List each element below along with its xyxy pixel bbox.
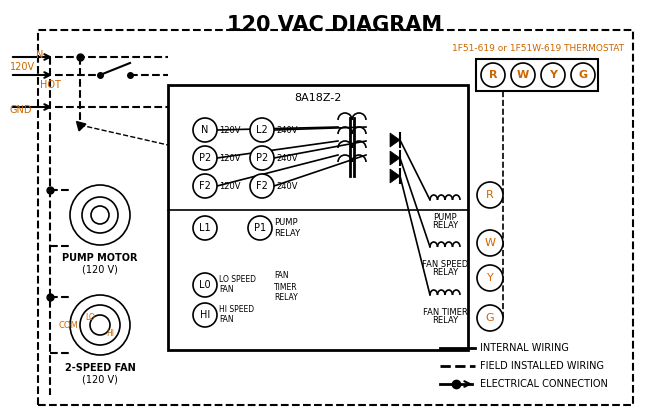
Text: ELECTRICAL CONNECTION: ELECTRICAL CONNECTION bbox=[480, 379, 608, 389]
Text: G: G bbox=[578, 70, 588, 80]
Text: RELAY: RELAY bbox=[274, 292, 297, 302]
Circle shape bbox=[193, 118, 217, 142]
Text: 240V: 240V bbox=[276, 153, 297, 163]
Text: L2: L2 bbox=[256, 125, 268, 135]
Text: W: W bbox=[517, 70, 529, 80]
Bar bbox=[476, 59, 598, 91]
Text: TIMER: TIMER bbox=[274, 282, 297, 292]
Text: PUMP: PUMP bbox=[433, 213, 457, 222]
Text: LO SPEED: LO SPEED bbox=[219, 274, 256, 284]
Text: 120V: 120V bbox=[219, 181, 241, 191]
Text: FAN: FAN bbox=[219, 285, 234, 295]
Circle shape bbox=[248, 216, 272, 240]
Text: PUMP: PUMP bbox=[274, 217, 297, 227]
Text: F2: F2 bbox=[199, 181, 211, 191]
Circle shape bbox=[250, 118, 274, 142]
Text: Y: Y bbox=[486, 273, 493, 283]
Text: RELAY: RELAY bbox=[432, 268, 458, 277]
Text: 120 VAC DIAGRAM: 120 VAC DIAGRAM bbox=[227, 15, 443, 35]
Text: HI: HI bbox=[106, 328, 114, 337]
Circle shape bbox=[477, 305, 503, 331]
Text: PUMP MOTOR: PUMP MOTOR bbox=[62, 253, 138, 263]
Circle shape bbox=[571, 63, 595, 87]
Text: R: R bbox=[488, 70, 497, 80]
Circle shape bbox=[82, 197, 118, 233]
Text: Y: Y bbox=[549, 70, 557, 80]
Text: GND: GND bbox=[10, 105, 33, 115]
Text: LO: LO bbox=[85, 313, 95, 321]
Text: 120V: 120V bbox=[219, 153, 241, 163]
Text: N: N bbox=[36, 50, 44, 60]
Text: N: N bbox=[201, 125, 208, 135]
Circle shape bbox=[511, 63, 535, 87]
Text: RELAY: RELAY bbox=[432, 221, 458, 230]
Text: R: R bbox=[486, 190, 494, 200]
Text: RELAY: RELAY bbox=[274, 228, 300, 238]
Circle shape bbox=[193, 216, 217, 240]
Text: L1: L1 bbox=[199, 223, 211, 233]
Text: HOT: HOT bbox=[40, 80, 60, 90]
Text: FAN SPEED: FAN SPEED bbox=[422, 260, 468, 269]
Circle shape bbox=[193, 174, 217, 198]
Circle shape bbox=[477, 265, 503, 291]
Text: COM: COM bbox=[58, 321, 78, 329]
Text: 8A18Z-2: 8A18Z-2 bbox=[294, 93, 342, 103]
Text: HI: HI bbox=[200, 310, 210, 320]
Text: (120 V): (120 V) bbox=[82, 374, 118, 384]
Text: HI SPEED: HI SPEED bbox=[219, 305, 254, 313]
Circle shape bbox=[80, 305, 120, 345]
Circle shape bbox=[250, 146, 274, 170]
Text: P2: P2 bbox=[199, 153, 211, 163]
Circle shape bbox=[70, 295, 130, 355]
Circle shape bbox=[193, 303, 217, 327]
Text: 120V: 120V bbox=[10, 62, 35, 72]
Circle shape bbox=[193, 273, 217, 297]
Text: 1F51-619 or 1F51W-619 THERMOSTAT: 1F51-619 or 1F51W-619 THERMOSTAT bbox=[452, 44, 624, 53]
Text: 240V: 240V bbox=[276, 126, 297, 134]
Bar bbox=[38, 30, 633, 405]
Circle shape bbox=[70, 185, 130, 245]
Text: W: W bbox=[484, 238, 496, 248]
Text: FIELD INSTALLED WIRING: FIELD INSTALLED WIRING bbox=[480, 361, 604, 371]
Circle shape bbox=[481, 63, 505, 87]
Circle shape bbox=[541, 63, 565, 87]
Text: FAN: FAN bbox=[219, 316, 234, 324]
Polygon shape bbox=[390, 133, 400, 147]
Polygon shape bbox=[390, 151, 400, 165]
Text: FAN TIMER: FAN TIMER bbox=[423, 308, 468, 317]
Circle shape bbox=[193, 146, 217, 170]
Circle shape bbox=[250, 174, 274, 198]
Text: FAN: FAN bbox=[274, 271, 289, 279]
Circle shape bbox=[477, 182, 503, 208]
Text: L0: L0 bbox=[199, 280, 211, 290]
Circle shape bbox=[477, 230, 503, 256]
Bar bbox=[168, 85, 468, 350]
Text: F2: F2 bbox=[256, 181, 268, 191]
Polygon shape bbox=[390, 169, 400, 183]
Text: INTERNAL WIRING: INTERNAL WIRING bbox=[480, 343, 569, 353]
Text: 240V: 240V bbox=[276, 181, 297, 191]
Text: 120V: 120V bbox=[219, 126, 241, 134]
Text: P2: P2 bbox=[256, 153, 268, 163]
Text: P1: P1 bbox=[254, 223, 266, 233]
Text: 2-SPEED FAN: 2-SPEED FAN bbox=[64, 363, 135, 373]
Circle shape bbox=[90, 315, 110, 335]
Text: RELAY: RELAY bbox=[432, 316, 458, 325]
Text: (120 V): (120 V) bbox=[82, 264, 118, 274]
Circle shape bbox=[91, 206, 109, 224]
Text: G: G bbox=[486, 313, 494, 323]
